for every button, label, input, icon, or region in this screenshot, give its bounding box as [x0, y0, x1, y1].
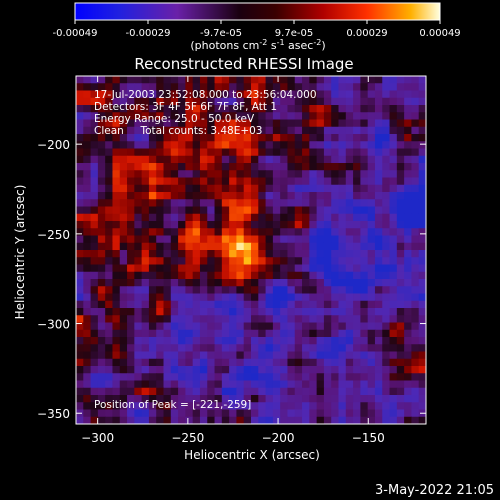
chart-title: Reconstructed RHESSI Image [134, 55, 353, 73]
annotation-block: 17-Jul-2003 23:52:08.000 to 23:56:04.000… [94, 89, 317, 137]
colorbar-tick-label: 9.7e-05 [275, 28, 313, 39]
y-axis: −200 −250 −300 −350 [37, 138, 426, 421]
y-axis-label: Heliocentric Y (arcsec) [13, 185, 27, 320]
y-tick-label: −200 [37, 138, 70, 152]
x-tick-label: −200 [262, 431, 295, 445]
colorbar-tick-label: 0.00029 [346, 28, 387, 39]
colorbar-ticks: -0.00049 -0.00029 -9.7e-05 9.7e-05 0.00029 0.… [53, 20, 461, 39]
annotation-peak-position: Position of Peak = [-221,-259] [94, 399, 251, 411]
x-tick-label: −300 [81, 431, 114, 445]
x-axis: −300 −250 −200 −150 [81, 76, 385, 445]
plot-frame [75, 75, 427, 425]
colorbar-tick-label: -0.00029 [126, 28, 171, 39]
y-tick-label: −350 [37, 407, 70, 421]
colorbar-unit-label: (photons cm-2 s-1 asec-2) [190, 38, 325, 52]
colorbar-tick-label: 0.00049 [419, 28, 460, 39]
x-tick-label: −150 [352, 431, 385, 445]
colorbar-tick-label: -9.7e-05 [200, 28, 242, 39]
annotation-energy-range: Energy Range: 25.0 - 50.0 keV [94, 113, 255, 125]
footer-date: 3-May-2022 21:05 [375, 483, 494, 498]
x-tick-label: −250 [171, 431, 204, 445]
colorbar-tick-label: -0.00049 [53, 28, 98, 39]
annotation-total-counts: Clean Total counts: 3.48E+03 [94, 125, 263, 137]
annotation-detectors: Detectors: 3F 4F 5F 6F 7F 8F, Att 1 [94, 101, 277, 113]
x-axis-label: Heliocentric X (arcsec) [184, 448, 320, 462]
y-tick-label: −300 [37, 318, 70, 332]
heatmap-image [76, 76, 426, 424]
colorbar [74, 2, 441, 21]
annotation-time-range: 17-Jul-2003 23:52:08.000 to 23:56:04.000 [94, 89, 317, 101]
y-tick-label: −250 [37, 228, 70, 242]
